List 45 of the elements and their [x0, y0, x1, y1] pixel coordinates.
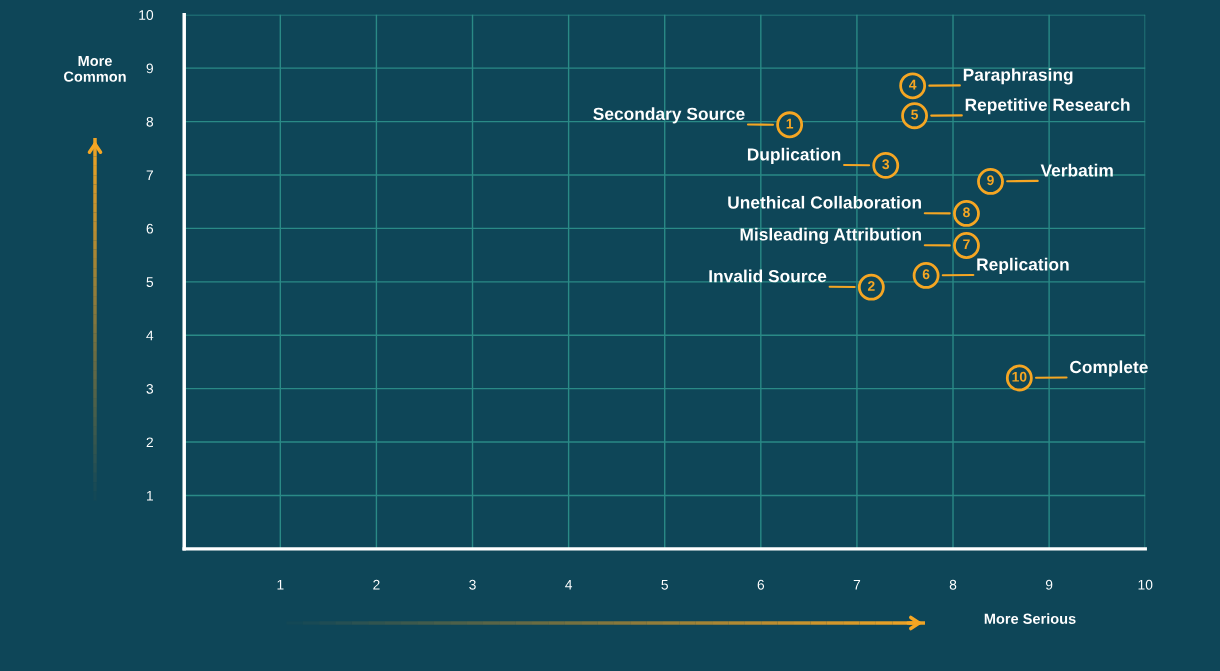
annotation: 5 — [911, 109, 919, 120]
annotation: Complete — [1070, 360, 1148, 377]
x-tick-label: 9 — [1045, 579, 1053, 590]
x-tick-label: 8 — [949, 579, 957, 590]
y-tick-label: 2 — [146, 437, 153, 448]
annotation: Unethical Collaboration — [728, 195, 921, 209]
point — [872, 151, 900, 179]
x-axis-title: More Serious — [984, 613, 1076, 624]
x-tick-label: 7 — [853, 579, 861, 590]
annotation: 8 — [963, 207, 970, 218]
y-tick-label: 4 — [146, 330, 154, 341]
x-tick-label: 1 — [277, 579, 284, 590]
y-tick-label: 10 — [139, 10, 154, 20]
annotation: 3 — [882, 159, 890, 170]
x-tick-label: 5 — [661, 579, 668, 590]
annotation: 6 — [922, 269, 930, 280]
annotation: 2 — [867, 281, 875, 291]
y-axis-title: More Common — [64, 55, 126, 82]
annotation: 10 — [1012, 371, 1027, 382]
y-tick-label: 1 — [147, 490, 153, 501]
y-tick-label: 6 — [146, 223, 154, 234]
annotation: Repetitive Research — [965, 98, 1130, 115]
annotation: Replication — [977, 257, 1069, 275]
y-tick-label: 3 — [146, 383, 154, 394]
point — [857, 273, 885, 301]
y-tick-label: 8 — [146, 116, 154, 127]
x-tick-label: 2 — [373, 579, 380, 590]
y-tick-label: 5 — [146, 277, 154, 287]
annotation: 9 — [987, 175, 994, 186]
annotation: Misleading Attribution — [740, 227, 921, 245]
x-tick-label: 4 — [565, 579, 573, 590]
x-tick-label: 10 — [1138, 579, 1153, 590]
annotation: Verbatim — [1040, 163, 1113, 177]
annotation: 1 — [786, 118, 794, 129]
x-tick-label: 3 — [469, 579, 476, 590]
annotation: Secondary Source — [593, 107, 745, 124]
x-tick-label: 6 — [757, 579, 765, 590]
y-tick-label: 9 — [146, 63, 154, 74]
annotation: Paraphrasing — [963, 68, 1073, 85]
annotation: 4 — [909, 79, 917, 90]
annotation: Duplication — [747, 147, 841, 164]
annotation: Invalid Source — [709, 269, 827, 283]
annotation: 7 — [963, 239, 970, 250]
y-tick-label: 7 — [146, 170, 153, 181]
point — [776, 111, 804, 139]
